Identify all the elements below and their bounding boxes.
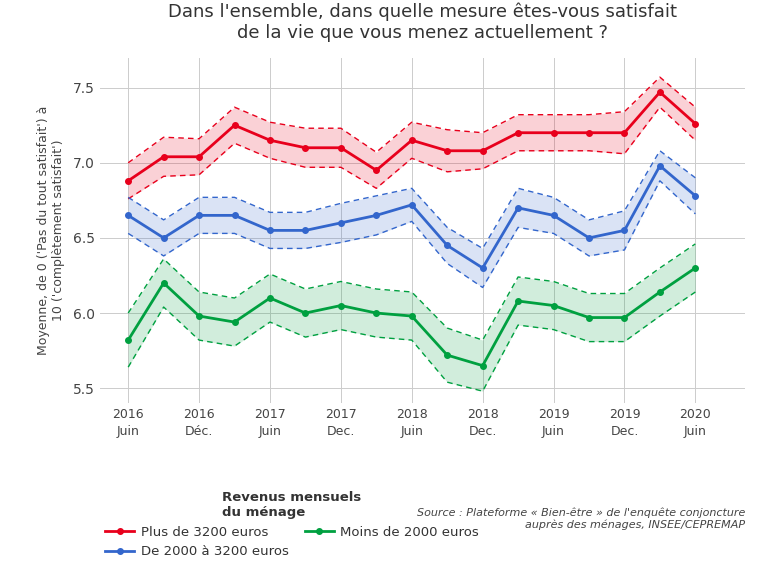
- Y-axis label: Moyenne, de 0 ('Pas du tout satisfait') à
10 ('complètement satisfait'): Moyenne, de 0 ('Pas du tout satisfait') …: [37, 106, 65, 355]
- Legend: Plus de 3200 euros, De 2000 à 3200 euros, Moins de 2000 euros: Plus de 3200 euros, De 2000 à 3200 euros…: [100, 486, 485, 563]
- Title: Dans l'ensemble, dans quelle mesure êtes-vous satisfait
de la vie que vous menez: Dans l'ensemble, dans quelle mesure êtes…: [168, 3, 677, 42]
- Text: Source : Plateforme « Bien-être » de l'enquête conjoncture
auprès des ménages, I: Source : Plateforme « Bien-être » de l'e…: [416, 507, 745, 530]
